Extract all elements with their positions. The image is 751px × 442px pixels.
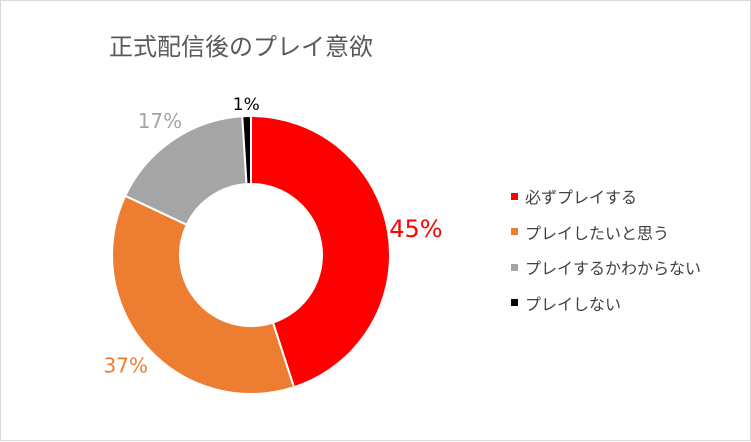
- legend-label-1: 必ずプレイする: [525, 188, 638, 207]
- legend-swatch-2: [511, 228, 518, 235]
- legend-item-1: 必ずプレイする: [511, 187, 701, 207]
- data-label-2: 37%: [104, 353, 148, 377]
- legend-swatch-3: [511, 263, 518, 271]
- legend-label-4: プレイしない: [525, 294, 622, 314]
- donut-slices: [111, 114, 391, 395]
- data-labels: 45% 37% 17% 1%: [104, 95, 443, 377]
- donut-slice-3: [123, 115, 248, 227]
- legend: 必ずプレイするプレイしたいと思うプレイするかわからない プレイしない: [511, 187, 701, 329]
- chart-title: 正式配信後のプレイ意欲: [109, 33, 373, 61]
- legend-item-3: プレイするかわからない: [511, 258, 702, 278]
- legend-item-4: プレイしない: [511, 294, 701, 314]
- legend-label-2: プレイしたいと思う: [525, 223, 670, 243]
- donut-slice-4: [241, 114, 252, 186]
- legend-swatch-1: [511, 192, 518, 200]
- legend-label-3: プレイするかわからない: [525, 259, 702, 278]
- data-label-1: 45%: [389, 215, 442, 243]
- donut-slice-2: [111, 194, 296, 395]
- data-label-3: 17%: [138, 109, 182, 133]
- legend-swatch-4: [511, 299, 518, 306]
- legend-item-2: プレイしたいと思う: [511, 223, 701, 243]
- data-label-4: 1%: [233, 95, 260, 115]
- donut-slice-1: [250, 114, 391, 389]
